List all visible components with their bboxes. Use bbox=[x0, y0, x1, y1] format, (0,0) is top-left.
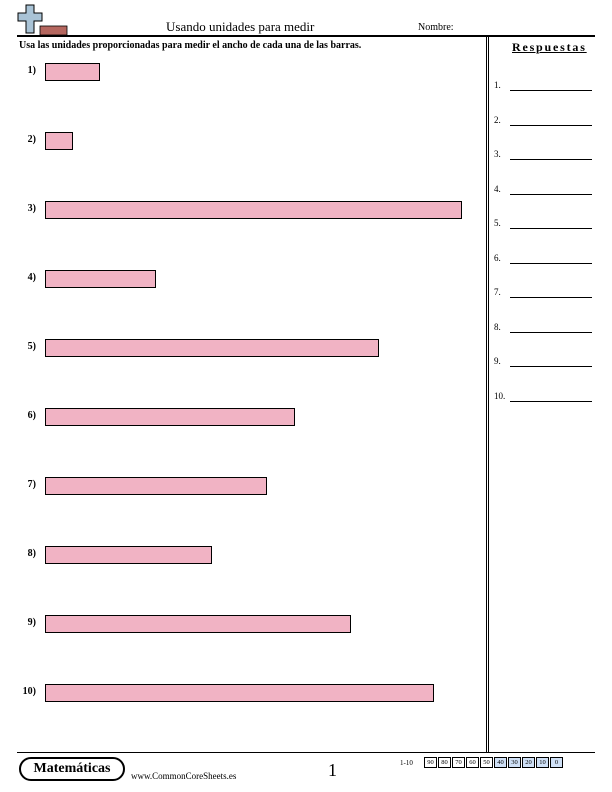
site-url: www.CommonCoreSheets.es bbox=[131, 771, 237, 781]
measure-bar bbox=[45, 270, 156, 288]
answer-blank[interactable] bbox=[510, 262, 592, 264]
answer-blank[interactable] bbox=[510, 124, 592, 126]
answer-number: 6. bbox=[494, 252, 501, 263]
problem-number: 9) bbox=[27, 617, 36, 628]
score-cell: 80 bbox=[438, 757, 451, 768]
answer-blank[interactable] bbox=[510, 159, 592, 160]
answer-blank[interactable] bbox=[510, 90, 592, 91]
problem-number: 3) bbox=[27, 203, 36, 214]
problem-number: 4) bbox=[27, 272, 36, 283]
measure-bar bbox=[45, 477, 267, 495]
footer-rule bbox=[17, 752, 595, 753]
answer-number: 9. bbox=[494, 356, 501, 366]
score-cell: 40 bbox=[494, 757, 507, 768]
answer-number: 2. bbox=[494, 114, 501, 125]
header-rule bbox=[17, 35, 595, 37]
brand-logo: Matemáticas bbox=[19, 757, 125, 781]
answer-number: 8. bbox=[494, 321, 501, 332]
score-cell: 0 bbox=[550, 757, 563, 768]
answer-blank[interactable] bbox=[510, 228, 592, 229]
measure-bar bbox=[45, 132, 73, 150]
instructions: Usa las unidades proporcionadas para med… bbox=[19, 40, 362, 51]
measure-bar bbox=[45, 201, 462, 219]
answers-title: Respuestas bbox=[512, 40, 587, 54]
answer-blank[interactable] bbox=[510, 297, 592, 298]
problem-number: 10) bbox=[22, 686, 36, 697]
problem-number: 5) bbox=[27, 341, 36, 352]
answer-blank[interactable] bbox=[510, 400, 592, 402]
page-number: 1 bbox=[328, 760, 337, 780]
problem-number: 7) bbox=[27, 479, 36, 490]
answer-number: 7. bbox=[494, 287, 501, 297]
answer-number: 1. bbox=[494, 80, 501, 90]
problem-number: 6) bbox=[27, 410, 36, 421]
answer-number: 3. bbox=[494, 149, 501, 159]
answer-number: 4. bbox=[494, 183, 501, 194]
score-cell: 60 bbox=[466, 757, 479, 768]
measure-bar bbox=[45, 615, 351, 633]
problem-number: 1) bbox=[27, 65, 36, 76]
column-divider bbox=[486, 36, 489, 752]
measure-bar bbox=[45, 546, 212, 564]
problem-number: 8) bbox=[27, 548, 36, 559]
answer-blank[interactable] bbox=[510, 193, 592, 195]
page-title: Usando unidades para medir bbox=[166, 19, 315, 34]
answer-number: 10. bbox=[494, 390, 506, 401]
score-cell: 20 bbox=[522, 757, 535, 768]
measure-bar bbox=[45, 684, 434, 702]
score-range-label: 1-10 bbox=[400, 759, 413, 767]
score-cell: 10 bbox=[536, 757, 549, 768]
problem-number: 2) bbox=[27, 134, 36, 145]
measure-bar bbox=[45, 339, 379, 357]
score-cell: 50 bbox=[480, 757, 493, 768]
score-cell: 90 bbox=[424, 757, 437, 768]
score-table: 90 80 70 60 50 40 30 20 10 0 bbox=[424, 757, 564, 768]
answer-blank[interactable] bbox=[510, 366, 592, 367]
answer-number: 5. bbox=[494, 218, 501, 228]
plus-minus-logo-icon bbox=[17, 4, 68, 36]
measure-bar bbox=[45, 408, 295, 426]
answer-blank[interactable] bbox=[510, 331, 592, 333]
score-cell: 70 bbox=[452, 757, 465, 768]
name-label: Nombre: bbox=[418, 22, 454, 33]
score-cell: 30 bbox=[508, 757, 521, 768]
measure-bar bbox=[45, 63, 100, 81]
